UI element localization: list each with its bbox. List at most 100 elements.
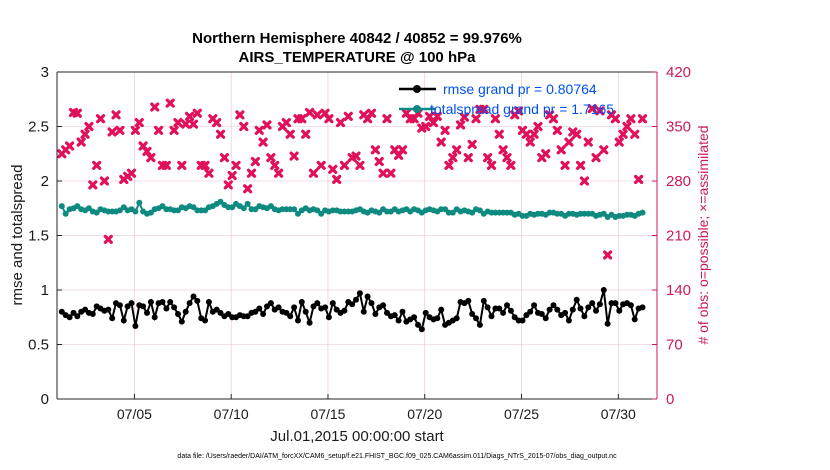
- rmse-point: [89, 311, 96, 317]
- rmse-point: [480, 297, 487, 304]
- rmse-point: [159, 299, 166, 305]
- legend: rmse grand pr = 0.80764 totalspread gran…: [399, 81, 614, 117]
- obs-mark-stroke: [254, 125, 264, 135]
- obs-mark-stroke: [444, 160, 454, 171]
- rmse-point: [298, 299, 305, 305]
- legend-spread-marker: [413, 105, 421, 113]
- obs-point: [626, 114, 636, 124]
- obs-point: [184, 111, 195, 121]
- obs-mark-stroke: [572, 129, 582, 139]
- obs-point: [436, 137, 446, 147]
- obs-mark-stroke: [99, 176, 110, 186]
- obs-mark-stroke: [231, 160, 241, 171]
- obs-point: [76, 137, 86, 147]
- rmse-point: [287, 313, 294, 320]
- obs-mark-stroke: [525, 137, 535, 147]
- obs-mark-stroke: [154, 125, 164, 135]
- rmse-point: [202, 317, 209, 324]
- obs-mark-stroke: [328, 164, 338, 174]
- obs-point: [99, 176, 110, 186]
- obs-point: [95, 114, 106, 124]
- obs-mark-stroke: [382, 114, 392, 124]
- obs-point: [107, 127, 117, 137]
- totalspread-point: [240, 205, 247, 212]
- obs-mark-stroke: [297, 114, 307, 124]
- rmse-point: [205, 299, 212, 305]
- rmse-point: [360, 308, 367, 315]
- obs-mark-stroke: [343, 111, 353, 121]
- obs-point: [254, 125, 264, 135]
- rmse-point: [364, 293, 371, 300]
- obs-mark-stroke: [177, 160, 187, 171]
- obs-mark-stroke: [312, 110, 322, 120]
- obs-mark-stroke: [533, 121, 543, 132]
- obs-point: [494, 129, 504, 139]
- rmse-point: [260, 311, 267, 317]
- obs-point: [80, 129, 90, 139]
- obs-mark-stroke: [587, 103, 597, 114]
- obs-point: [498, 145, 508, 155]
- rmse-point: [74, 313, 81, 320]
- rmse-point: [66, 314, 73, 321]
- obs-point: [591, 153, 601, 163]
- obs-mark-stroke: [618, 129, 628, 139]
- obs-point: [459, 112, 470, 122]
- obs-point: [630, 129, 640, 139]
- totalspread-point: [244, 200, 251, 207]
- obs-mark-stroke: [556, 145, 566, 155]
- rmse-point: [322, 304, 329, 311]
- obs-mark-stroke: [428, 118, 439, 128]
- rmse-point: [163, 305, 170, 312]
- rmse-point: [349, 301, 356, 308]
- obs-mark-stroke: [459, 112, 470, 122]
- obs-mark-stroke: [258, 137, 268, 147]
- obs-mark-stroke: [440, 125, 450, 135]
- obs-point: [239, 121, 249, 132]
- rmse-point: [244, 313, 251, 320]
- obs-point: [583, 137, 593, 147]
- obs-point: [324, 114, 334, 124]
- obs-mark-stroke: [603, 250, 613, 260]
- obs-mark-stroke: [622, 121, 632, 132]
- obs-mark-stroke: [366, 108, 377, 118]
- rmse-point: [484, 304, 491, 311]
- left-tick-label: 0: [41, 391, 49, 408]
- rmse-series: [58, 287, 646, 333]
- obs-mark-stroke: [498, 145, 508, 155]
- obs-mark-stroke: [235, 110, 245, 120]
- rmse-point: [302, 308, 309, 315]
- rmse-point: [109, 315, 116, 322]
- obs-mark-stroke: [308, 168, 319, 178]
- rmse-point: [418, 326, 425, 333]
- x-tick-label: 07/25: [504, 406, 539, 422]
- obs-point: [281, 118, 291, 128]
- obs-point: [533, 121, 543, 132]
- obs-mark-stroke: [204, 168, 214, 178]
- obs-mark-stroke: [432, 111, 442, 121]
- rmse-point: [295, 317, 301, 324]
- obs-point: [115, 125, 125, 135]
- obs-mark-stroke: [126, 168, 137, 178]
- obs-point: [351, 151, 361, 161]
- rmse-point: [507, 307, 514, 314]
- obs-point: [471, 114, 481, 124]
- obs-point: [455, 120, 466, 130]
- obs-mark-stroke: [150, 102, 160, 112]
- rmse-point: [473, 315, 479, 322]
- obs-mark-stroke: [335, 118, 346, 128]
- obs-point: [572, 129, 582, 139]
- obs-point: [556, 145, 566, 155]
- rmse-point: [380, 302, 387, 309]
- obs-point: [529, 129, 539, 139]
- obs-point: [421, 121, 431, 132]
- obs-mark-stroke: [552, 125, 562, 135]
- left-tick-label: 2: [41, 173, 49, 190]
- rmse-point: [577, 305, 584, 312]
- obs-mark-stroke: [541, 149, 551, 159]
- rmse-point: [504, 302, 510, 309]
- rmse-point: [531, 302, 538, 309]
- obs-mark-stroke: [88, 180, 98, 190]
- chart-title-line1: Northern Hemisphere 40842 / 40852 = 99.9…: [192, 30, 522, 47]
- obs-point: [587, 103, 597, 114]
- obs-mark-stroke: [339, 160, 350, 171]
